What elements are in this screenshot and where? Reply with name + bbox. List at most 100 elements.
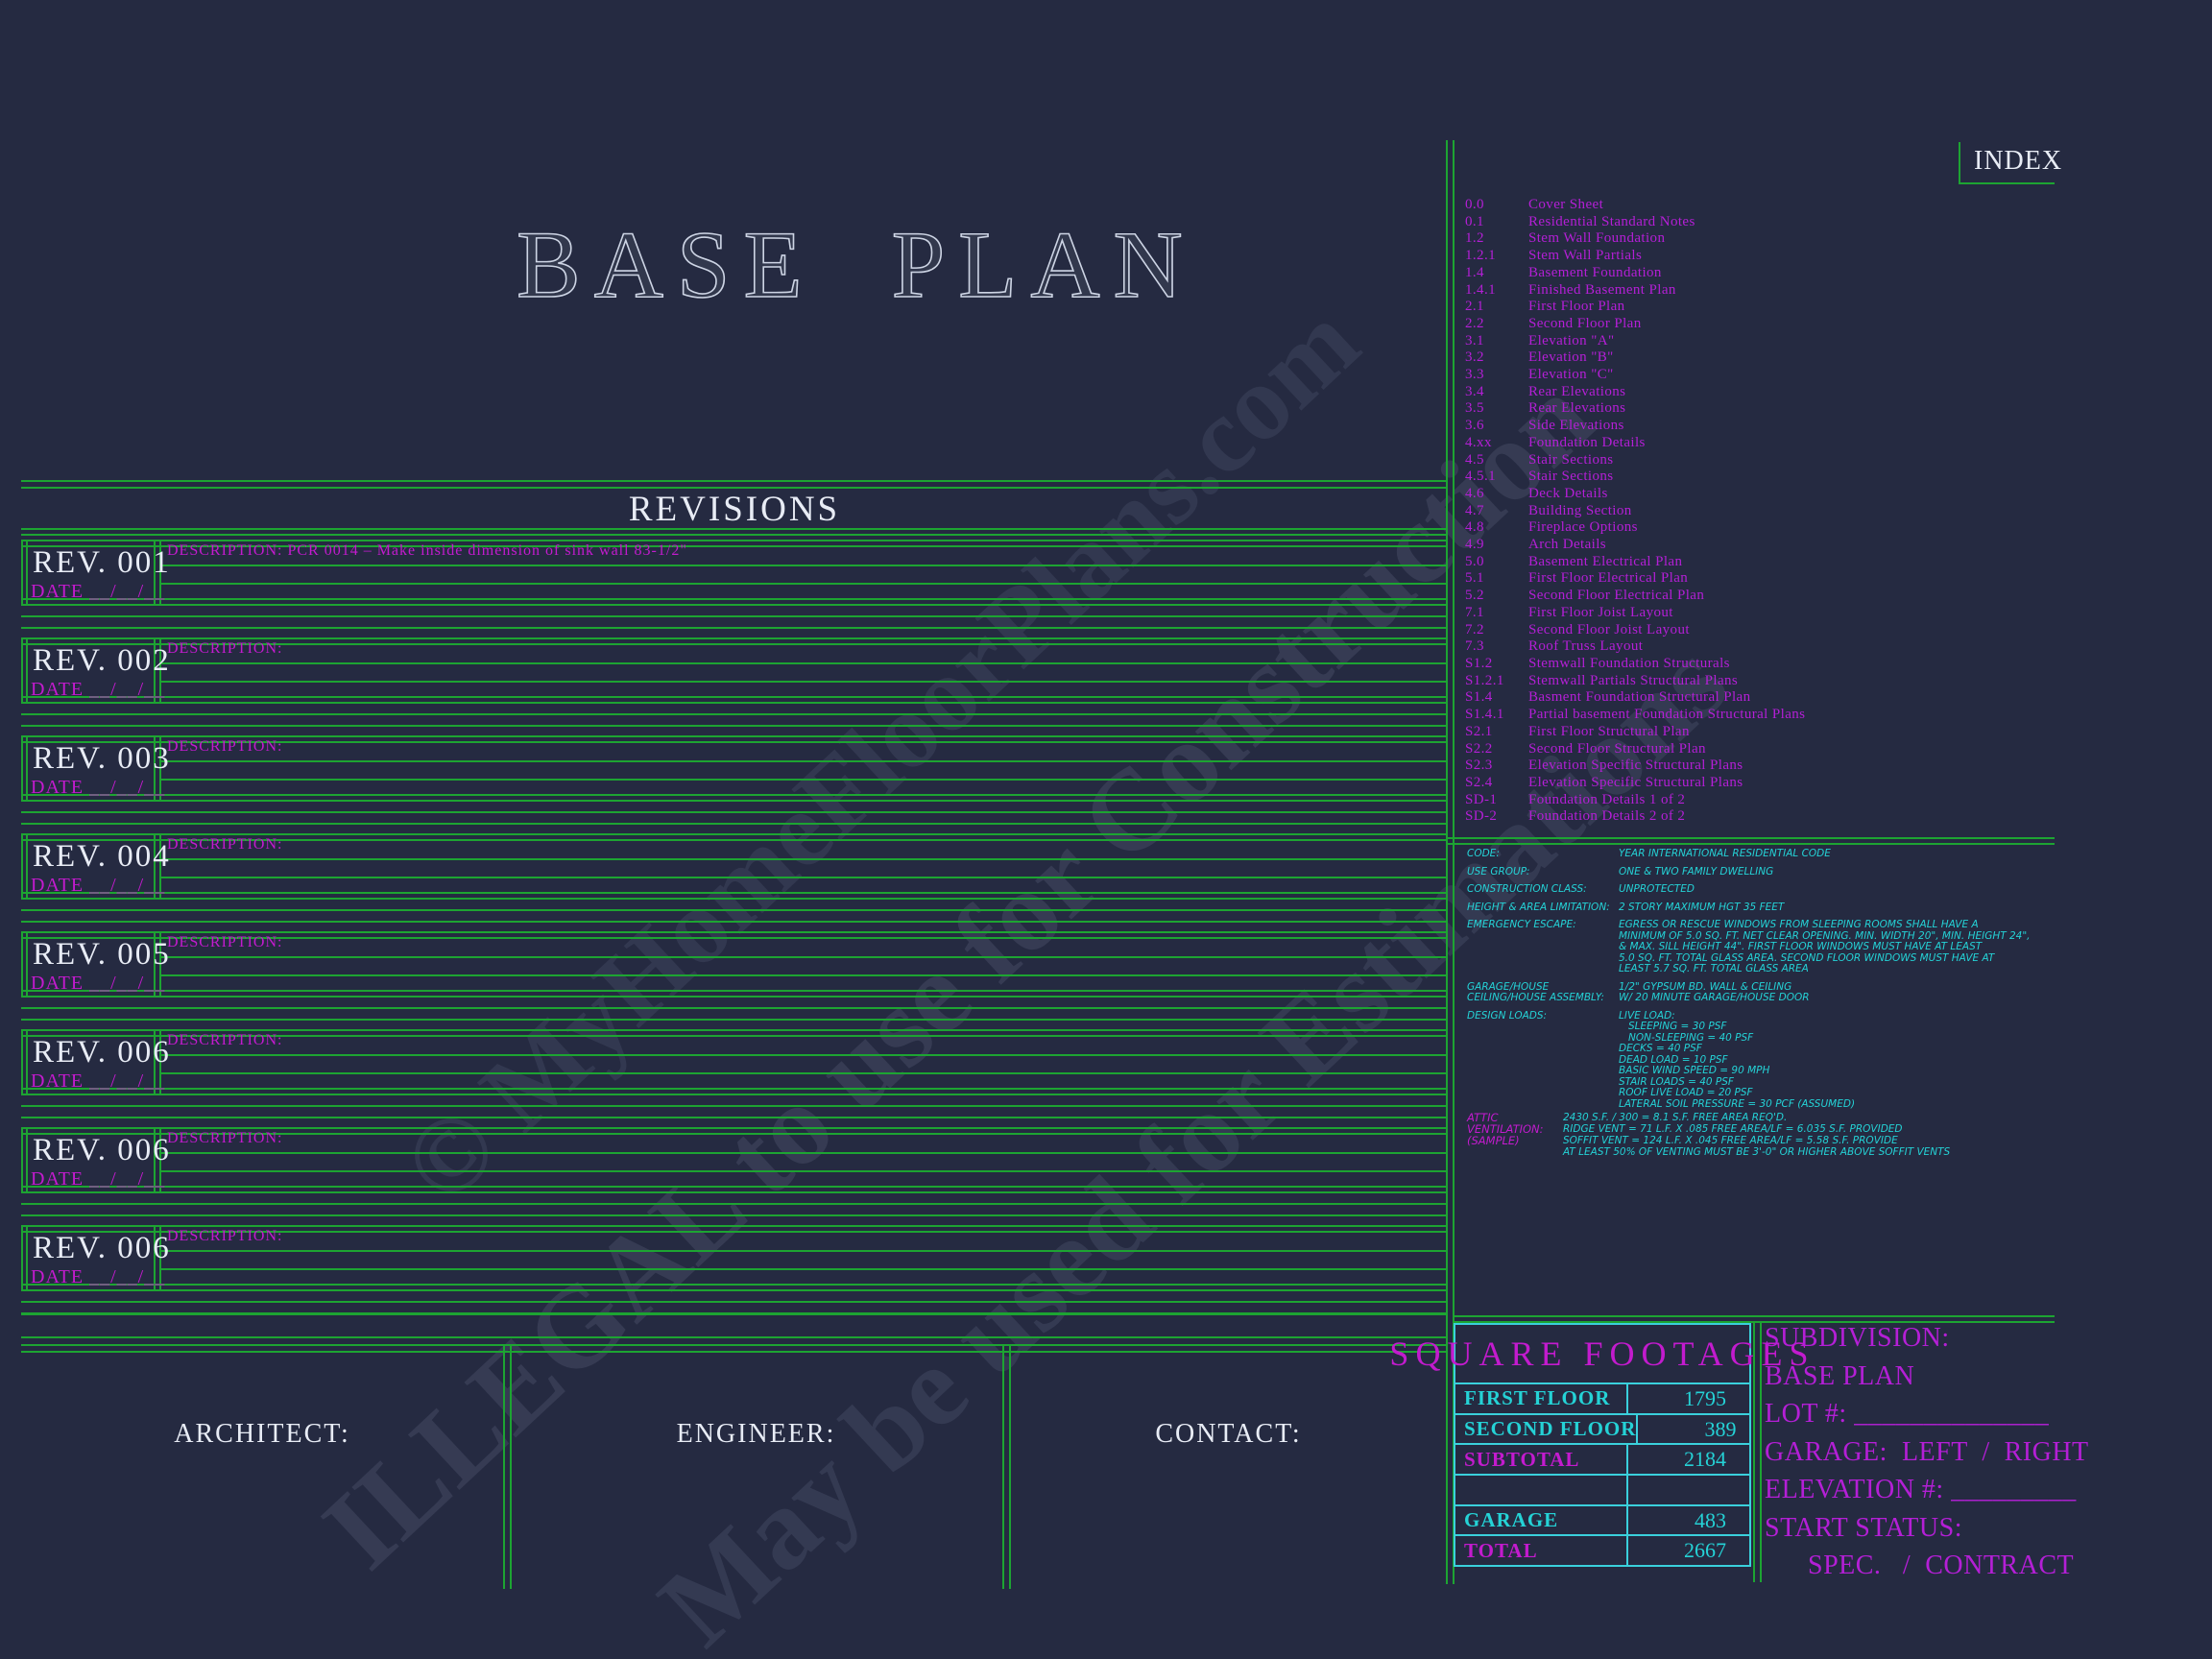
square-footage-label: TOTAL — [1455, 1536, 1628, 1566]
divider — [1453, 140, 1455, 1584]
index-item: S1.4.1 Partial basement Foundation Struc… — [1465, 707, 2041, 724]
index-item-name: Partial basement Foundation Structural P… — [1528, 707, 1806, 723]
index-item: 2.2 Second Floor Plan — [1465, 316, 2041, 333]
index-item-number: 7.2 — [1465, 621, 1484, 637]
index-item: S2.4 Elevation Specific Structural Plans — [1465, 775, 2041, 792]
index-item-name: Elevation "C" — [1528, 367, 1614, 383]
revision-description: DESCRIPTION: — [167, 1130, 283, 1146]
divider — [1446, 843, 2055, 845]
code-note-label: CODE: — [1467, 848, 1500, 859]
contact-label: CONTACT: — [1155, 1419, 1302, 1449]
square-footage-row: SUBTOTAL 2184 — [1455, 1445, 1749, 1477]
divider — [510, 1344, 512, 1589]
divider — [21, 528, 1448, 530]
index-item-number: 2.2 — [1465, 315, 1484, 331]
index-item: 0.1 Residential Standard Notes — [1465, 214, 2041, 231]
index-item-number: S2.2 — [1465, 740, 1493, 757]
divider — [21, 1313, 1448, 1315]
square-footages-table: SQUARE FOOTAGES FIRST FLOOR 1795 SECOND … — [1389, 1323, 1809, 1567]
divider — [1753, 1321, 1755, 1582]
subdivision-block: SUBDIVISION: BASE PLAN LOT #: ____________… — [1765, 1319, 2089, 1585]
revision-description: DESCRIPTION: PCR 0014 – Make inside dime… — [167, 542, 687, 559]
revision-number: REV. 002 — [33, 643, 171, 678]
index-item: S2.3 Elevation Specific Structural Plans — [1465, 757, 2041, 775]
revision-row: REV. 002 DATE __/__/__ DESCRIPTION: — [21, 637, 1448, 727]
index-item-number: 3.6 — [1465, 418, 1484, 434]
index-item: 7.1 First Floor Joist Layout — [1465, 605, 2041, 622]
index-item-number: 3.3 — [1465, 367, 1484, 383]
square-footage-row — [1455, 1476, 1749, 1506]
subdivision-line: START STATUS: — [1765, 1512, 1962, 1543]
index-item: S1.2 Stemwall Foundation Structurals — [1465, 656, 2041, 673]
index-item-name: Roof Truss Layout — [1528, 638, 1644, 655]
index-item: 1.4.1 Finished Basement Plan — [1465, 282, 2041, 300]
revision-row: REV. 004 DATE __/__/__ DESCRIPTION: — [21, 833, 1448, 923]
index-title: INDEX — [1974, 146, 2063, 176]
code-note-row: USE GROUP: ONE & TWO FAMILY DWELLING — [1467, 866, 2058, 878]
index-item-name: Second Floor Joist Layout — [1528, 621, 1690, 637]
square-footage-label: SECOND FLOOR — [1455, 1414, 1639, 1444]
index-item: 5.1 First Floor Electrical Plan — [1465, 570, 2041, 588]
square-footage-value: 389 — [1704, 1416, 1737, 1441]
code-note-value: EGRESS OR RESCUE WINDOWS FROM SLEEPING R… — [1619, 919, 2031, 974]
index-item: 2.1 First Floor Plan — [1465, 299, 2041, 316]
index-item-name: Elevation Specific Structural Plans — [1528, 774, 1743, 790]
index-item: 5.2 Second Floor Electrical Plan — [1465, 588, 2041, 605]
index-item-name: Second Floor Electrical Plan — [1528, 588, 1705, 604]
index-item-name: Elevation Specific Structural Plans — [1528, 757, 1743, 774]
index-item-number: 5.1 — [1465, 570, 1484, 587]
index-item-name: Rear Elevations — [1528, 383, 1626, 399]
index-item-number: 4.5 — [1465, 451, 1484, 468]
index-item-number: S2.4 — [1465, 774, 1493, 790]
square-footage-row: TOTAL 2667 — [1455, 1536, 1749, 1566]
attic-ventilation-label: ATTIC VENTILATION: (SAMPLE) — [1467, 1111, 1544, 1147]
index-item-name: Stemwall Partials Structural Plans — [1528, 672, 1739, 688]
divider — [21, 1336, 1448, 1338]
revisions-title: REVISIONS — [628, 490, 841, 529]
subdivision-line: LOT #: ______________ — [1765, 1399, 2050, 1429]
revision-number: REV. 006 — [33, 1231, 171, 1265]
index-item-name: Foundation Details 2 of 2 — [1528, 808, 1686, 825]
index-item-name: Second Floor Plan — [1528, 315, 1642, 331]
index-item-number: 2.1 — [1465, 299, 1484, 315]
code-note-row: GARAGE/HOUSE CEILING/HOUSE ASSEMBLY: 1/2… — [1467, 981, 2058, 1004]
square-footage-value: 1795 — [1684, 1385, 1726, 1410]
code-note-label: DESIGN LOADS: — [1467, 1009, 1548, 1022]
index-item-number: 1.2 — [1465, 230, 1484, 247]
index-item: 5.0 Basement Electrical Plan — [1465, 554, 2041, 571]
index-item-number: 1.2.1 — [1465, 248, 1496, 264]
attic-ventilation-value: 2430 S.F. / 300 = 8.1 S.F. FREE AREA REQ… — [1563, 1112, 1951, 1158]
index-item-name: First Floor Plan — [1528, 299, 1625, 315]
index-item-name: Stem Wall Foundation — [1528, 230, 1666, 247]
index-item: 4.5 Stair Sections — [1465, 452, 2041, 469]
square-footage-label — [1455, 1476, 1628, 1504]
square-footage-row: FIRST FLOOR 1795 — [1455, 1384, 1749, 1415]
index-item-name: Elevation "B" — [1528, 349, 1614, 366]
revision-row: REV. 001 DATE __/__/__ DESCRIPTION: PCR … — [21, 540, 1448, 629]
revision-description: DESCRIPTION: — [167, 738, 283, 755]
index-item-number: 3.2 — [1465, 349, 1484, 366]
index-item: 3.6 Side Elevations — [1465, 418, 2041, 435]
subdivision-line: GARAGE: LEFT / RIGHT — [1765, 1436, 2089, 1467]
index-item-number: 5.2 — [1465, 588, 1484, 604]
engineer-label: ENGINEER: — [676, 1419, 836, 1449]
divider — [1453, 1315, 2055, 1317]
index-item: SD-2 Foundation Details 2 of 2 — [1465, 808, 2041, 826]
index-item: S1.4 Basment Foundation Structural Plan — [1465, 689, 2041, 707]
index-item-name: Residential Standard Notes — [1528, 213, 1695, 229]
subdivision-line: SPEC. / CONTRACT — [1765, 1551, 2075, 1580]
square-footages-rows: FIRST FLOOR 1795 SECOND FLOOR 389 SUBTOT… — [1455, 1384, 1749, 1566]
index-item-number: 5.0 — [1465, 553, 1484, 569]
index-item: 3.2 Elevation "B" — [1465, 349, 2041, 367]
divider — [1002, 1344, 1004, 1589]
square-footage-row: SECOND FLOOR 389 — [1455, 1414, 1749, 1446]
index-item-number: S1.4 — [1465, 689, 1493, 706]
index-item-number: S2.3 — [1465, 757, 1493, 774]
index-item-number: 7.3 — [1465, 638, 1484, 655]
code-note-row: CONSTRUCTION CLASS: UNPROTECTED — [1467, 883, 2058, 896]
sheet-title: BASE PLAN — [516, 210, 1196, 319]
index-item: 0.0 Cover Sheet — [1465, 197, 2041, 214]
index-item-name: Foundation Details 1 of 2 — [1528, 791, 1686, 807]
code-note-label: EMERGENCY ESCAPE: — [1467, 919, 1576, 930]
square-footage-value: 2667 — [1684, 1538, 1726, 1563]
